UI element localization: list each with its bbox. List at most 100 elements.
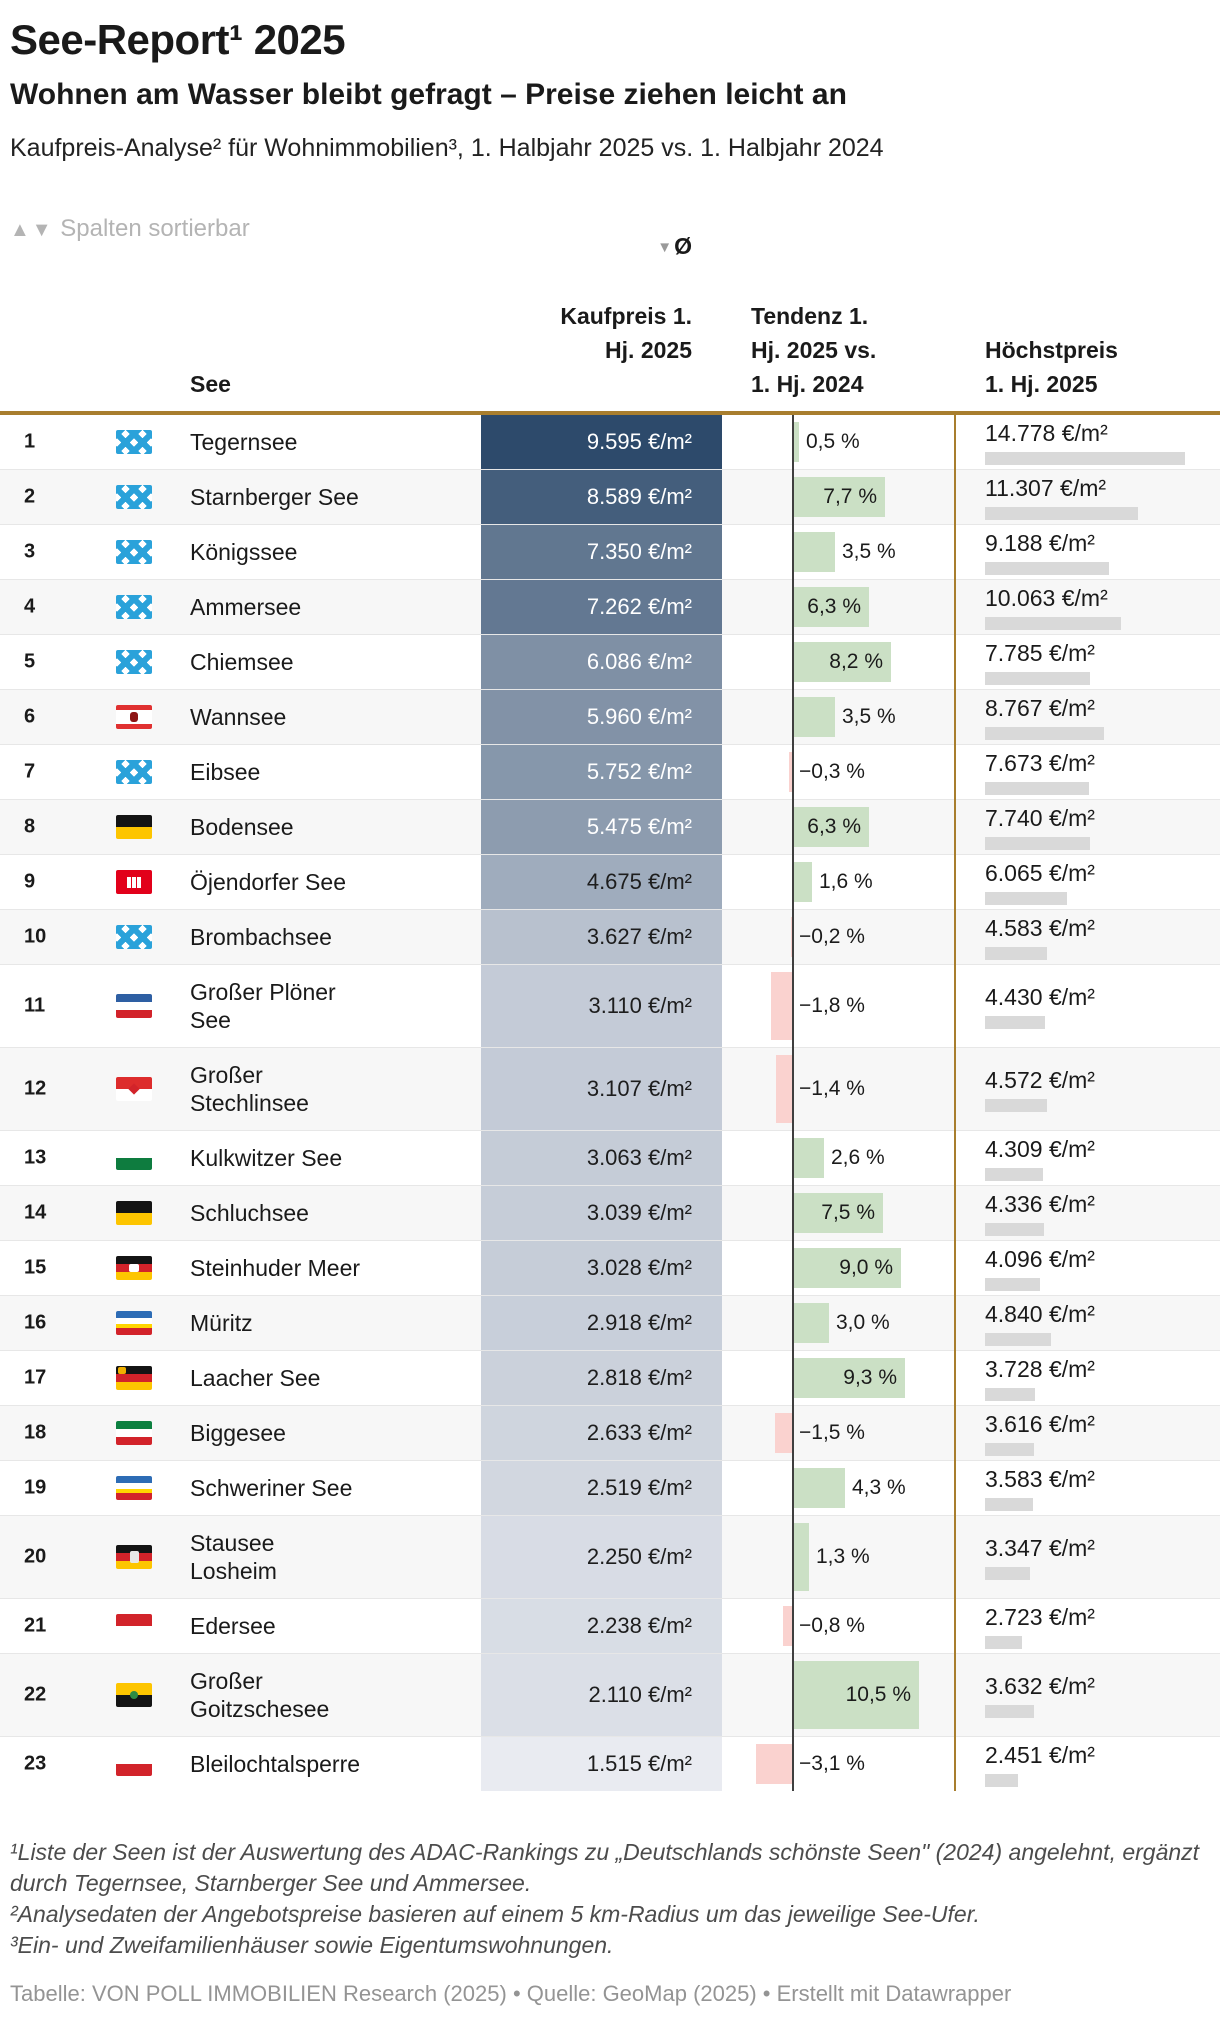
flag-baden-wuerttemberg-icon	[116, 815, 152, 839]
flag-bavaria-icon	[116, 595, 152, 619]
tendenz-bar	[789, 752, 793, 792]
footnote-1: ¹Liste der Seen ist der Auswertung des A…	[10, 1839, 1200, 1896]
kaufpreis-value: 3.107 €/m²	[586, 1076, 692, 1101]
column-header-hoechstpreis[interactable]: Höchstpreis 1. Hj. 2025	[985, 337, 1118, 397]
hoechstpreis-bar	[985, 946, 1047, 960]
tendenz-value: 7,7 %	[823, 485, 877, 508]
kaufpreis-value: 2.918 €/m²	[586, 1310, 692, 1335]
tendenz-cell: 8,2 %	[751, 635, 955, 689]
hoechstpreis-cell: 3.583 €/m²	[985, 1461, 1095, 1515]
hoechstpreis-value: 4.336 €/m²	[985, 1190, 1095, 1217]
flag-bavaria-icon	[116, 540, 152, 564]
rank-number: 2	[24, 485, 36, 508]
flag-brandenburg-icon	[116, 1077, 152, 1101]
rank-number: 11	[24, 994, 46, 1017]
hoechstpreis-value: 4.583 €/m²	[985, 914, 1095, 941]
kaufpreis-cell: 3.107 €/m²	[481, 1048, 722, 1130]
hoechstpreis-value: 3.347 €/m²	[985, 1534, 1095, 1561]
kaufpreis-value: 1.515 €/m²	[586, 1751, 692, 1776]
hoechstpreis-bar	[985, 506, 1138, 520]
tendenz-bar	[793, 1468, 845, 1508]
lake-name: Großer Goitzschesee	[190, 1668, 330, 1722]
hoechstpreis-bar	[985, 1015, 1045, 1029]
column-header-see[interactable]: See	[190, 371, 231, 397]
rank-number: 19	[24, 1476, 47, 1499]
hoechstpreis-cell: 7.740 €/m²	[985, 800, 1095, 854]
table-header: See ▼Ø Kaufpreis 1. Hj. 2025 Tendenz 1. …	[0, 233, 1220, 411]
hoechstpreis-cell: 4.572 €/m²	[985, 1048, 1095, 1130]
table-row: 11 Großer Plöner See 3.110 €/m² −1,8 % 4…	[0, 964, 1220, 1047]
table-row: 20 Stausee Losheim 2.250 €/m² 1,3 % 3.34…	[0, 1515, 1220, 1598]
tendenz-bar	[793, 1303, 829, 1343]
flag-rheinland-pfalz-icon	[116, 1366, 152, 1390]
hoechstpreis-value: 10.063 €/m²	[985, 584, 1108, 611]
tendenz-bar	[793, 862, 812, 902]
rank-number: 16	[24, 1311, 47, 1334]
hoechstpreis-cell: 8.767 €/m²	[985, 690, 1104, 744]
tendenz-value: 8,2 %	[829, 650, 883, 673]
tendenz-value: 4,3 %	[852, 1476, 906, 1499]
hoechstpreis-cell: 2.723 €/m²	[985, 1599, 1095, 1653]
sort-hint-label: Spalten sortierbar	[60, 215, 250, 242]
tendenz-bar	[793, 1248, 901, 1288]
lake-name: Großer Plöner See	[190, 979, 336, 1033]
rank-number: 4	[24, 595, 36, 618]
hoechstpreis-value: 8.767 €/m²	[985, 694, 1095, 721]
hoechstpreis-value: 3.728 €/m²	[985, 1355, 1095, 1382]
tendenz-value: 1,3 %	[816, 1545, 870, 1568]
rank-number: 9	[24, 870, 36, 893]
table-row: 10 Brombachsee 3.627 €/m² −0,2 % 4.583 €…	[0, 909, 1220, 964]
hoechstpreis-bar	[985, 1635, 1022, 1649]
hoechstpreis-value: 7.673 €/m²	[985, 749, 1095, 776]
hoechstpreis-bar	[985, 1387, 1035, 1401]
kaufpreis-cell: 5.475 €/m²	[481, 800, 722, 854]
footnote-3: ³Ein- und Zweifamilienhäuser sowie Eigen…	[10, 1932, 614, 1958]
kaufpreis-cell: 9.595 €/m²	[481, 415, 722, 469]
rank-number: 17	[24, 1366, 47, 1389]
lake-name: Ammersee	[190, 594, 302, 620]
hoechstpreis-bar	[985, 671, 1090, 685]
lake-name: Biggesee	[190, 1420, 286, 1446]
hoechstpreis-value: 7.740 €/m²	[985, 804, 1095, 831]
hoechstpreis-cell: 4.840 €/m²	[985, 1296, 1095, 1350]
hoechstpreis-bar	[985, 1704, 1034, 1718]
tendenz-value: 3,5 %	[842, 540, 896, 563]
rank-number: 15	[24, 1256, 47, 1279]
rank-number: 8	[24, 815, 36, 838]
tendenz-value: 9,3 %	[843, 1366, 897, 1389]
tendenz-value: 1,6 %	[819, 870, 873, 893]
column-header-kaufpreis[interactable]: ▼Ø Kaufpreis 1. Hj. 2025	[560, 233, 692, 363]
lake-name: Edersee	[190, 1613, 276, 1639]
tendenz-value: 3,0 %	[836, 1311, 890, 1334]
hoechstpreis-cell: 7.673 €/m²	[985, 745, 1095, 799]
table-row: 13 Kulkwitzer See 3.063 €/m² 2,6 % 4.309…	[0, 1130, 1220, 1185]
tendenz-value: −3,1 %	[799, 1752, 865, 1775]
footnotes: ¹Liste der Seen ist der Auswertung des A…	[10, 1837, 1210, 1961]
flag-mecklenburg-vorpommern-icon	[116, 1311, 152, 1335]
lake-name: Schluchsee	[190, 1200, 309, 1226]
rank-number: 23	[24, 1752, 47, 1775]
kaufpreis-value: 5.960 €/m²	[586, 704, 692, 729]
tendenz-cell: 9,0 %	[751, 1241, 955, 1295]
flag-bavaria-icon	[116, 650, 152, 674]
kaufpreis-value: 6.086 €/m²	[586, 649, 692, 674]
data-table: 1 Tegernsee 9.595 €/m² 0,5 % 14.778 €/m²…	[0, 411, 1220, 1791]
table-row: 18 Biggesee 2.633 €/m² −1,5 % 3.616 €/m²	[0, 1405, 1220, 1460]
rank-number: 18	[24, 1421, 47, 1444]
column-header-tendenz[interactable]: Tendenz 1. Hj. 2025 vs. 1. Hj. 2024	[751, 303, 877, 397]
hoechstpreis-value: 6.065 €/m²	[985, 859, 1095, 886]
kaufpreis-cell: 3.028 €/m²	[481, 1241, 722, 1295]
hoechstpreis-bar	[985, 1277, 1040, 1291]
kaufpreis-cell: 4.675 €/m²	[481, 855, 722, 909]
hoechstpreis-cell: 6.065 €/m²	[985, 855, 1095, 909]
hoechstpreis-cell: 9.188 €/m²	[985, 525, 1109, 579]
tendenz-bar	[793, 1138, 824, 1178]
hoechstpreis-bar	[985, 1566, 1030, 1580]
kaufpreis-cell: 2.633 €/m²	[481, 1406, 722, 1460]
table-row: 4 Ammersee 7.262 €/m² 6,3 % 10.063 €/m²	[0, 579, 1220, 634]
tendenz-bar	[756, 1744, 793, 1784]
kaufpreis-value: 5.752 €/m²	[586, 759, 692, 784]
hoechstpreis-bar	[985, 1222, 1044, 1236]
flag-saarland-icon	[116, 1545, 152, 1569]
lake-name: Chiemsee	[190, 649, 294, 675]
